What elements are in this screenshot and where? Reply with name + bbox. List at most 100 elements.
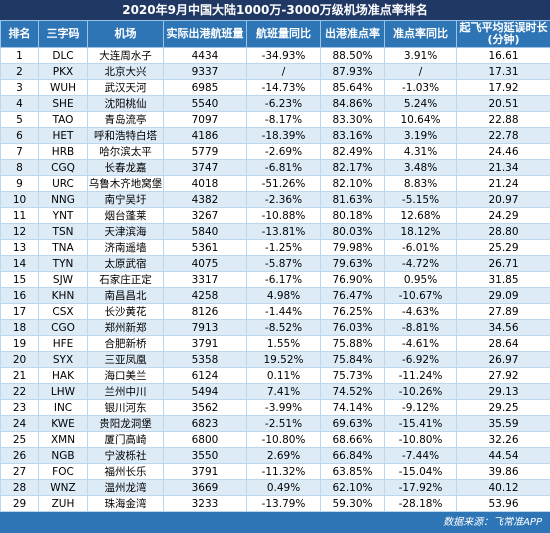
cell: 5 <box>1 112 39 128</box>
cell: 19.52% <box>247 352 321 368</box>
cell: 2 <box>1 64 39 80</box>
cell: 4382 <box>164 192 247 208</box>
cell: KWE <box>39 416 88 432</box>
cell: -2.36% <box>247 192 321 208</box>
cell: -11.32% <box>247 464 321 480</box>
cell: 3791 <box>164 336 247 352</box>
cell: 1 <box>1 48 39 64</box>
cell: SYX <box>39 352 88 368</box>
cell: YNT <box>39 208 88 224</box>
cell: -6.92% <box>385 352 457 368</box>
cell: 10.64% <box>385 112 457 128</box>
cell: 79.98% <box>321 240 385 256</box>
cell: / <box>247 64 321 80</box>
cell: 济南遥墙 <box>88 240 164 256</box>
cell: -6.01% <box>385 240 457 256</box>
cell: -10.80% <box>247 432 321 448</box>
cell: 83.16% <box>321 128 385 144</box>
cell: 2.69% <box>247 448 321 464</box>
cell: -5.15% <box>385 192 457 208</box>
cell: 76.25% <box>321 304 385 320</box>
cell: 珠海金湾 <box>88 496 164 512</box>
cell: 4018 <box>164 176 247 192</box>
cell: 39.86 <box>457 464 550 480</box>
cell: 12.68% <box>385 208 457 224</box>
cell: 76.90% <box>321 272 385 288</box>
cell: 5.24% <box>385 96 457 112</box>
header-cell: 起飞平均延误时长(分钟) <box>457 21 550 48</box>
cell: 合肥新桥 <box>88 336 164 352</box>
cell: 宁波栎社 <box>88 448 164 464</box>
header-line: (分钟) <box>457 34 550 46</box>
cell: -28.18% <box>385 496 457 512</box>
cell: 郑州新郑 <box>88 320 164 336</box>
cell: INC <box>39 400 88 416</box>
cell: 9337 <box>164 64 247 80</box>
header-cell: 排名 <box>1 21 39 48</box>
cell: 3233 <box>164 496 247 512</box>
cell: -10.88% <box>247 208 321 224</box>
cell: 9 <box>1 176 39 192</box>
cell: 29.09 <box>457 288 550 304</box>
cell: 大连周水子 <box>88 48 164 64</box>
cell: 79.63% <box>321 256 385 272</box>
cell: 75.84% <box>321 352 385 368</box>
cell: 81.63% <box>321 192 385 208</box>
cell: 银川河东 <box>88 400 164 416</box>
cell: 3.19% <box>385 128 457 144</box>
cell: 4258 <box>164 288 247 304</box>
cell: SJW <box>39 272 88 288</box>
cell: 22 <box>1 384 39 400</box>
cell: SHE <box>39 96 88 112</box>
cell: 20.51 <box>457 96 550 112</box>
cell: 85.64% <box>321 80 385 96</box>
cell: -10.67% <box>385 288 457 304</box>
cell: 天津滨海 <box>88 224 164 240</box>
cell: CGO <box>39 320 88 336</box>
cell: HAK <box>39 368 88 384</box>
cell: 75.73% <box>321 368 385 384</box>
cell: 长春龙嘉 <box>88 160 164 176</box>
cell: 22.78 <box>457 128 550 144</box>
cell: 31.85 <box>457 272 550 288</box>
cell: 14 <box>1 256 39 272</box>
cell: -7.44% <box>385 448 457 464</box>
header-cell: 航班量同比 <box>247 21 321 48</box>
cell: 28.80 <box>457 224 550 240</box>
cell: 4.98% <box>247 288 321 304</box>
cell: 59.30% <box>321 496 385 512</box>
cell: DLC <box>39 48 88 64</box>
cell: 太原武宿 <box>88 256 164 272</box>
cell: 74.14% <box>321 400 385 416</box>
cell: TSN <box>39 224 88 240</box>
cell: 7 <box>1 144 39 160</box>
cell: HRB <box>39 144 88 160</box>
cell: 17 <box>1 304 39 320</box>
cell: 海口美兰 <box>88 368 164 384</box>
cell: 17.31 <box>457 64 550 80</box>
cell: 5494 <box>164 384 247 400</box>
cell: 12 <box>1 224 39 240</box>
cell: -15.04% <box>385 464 457 480</box>
cell: 17.92 <box>457 80 550 96</box>
cell: TYN <box>39 256 88 272</box>
cell: HET <box>39 128 88 144</box>
cell: CGQ <box>39 160 88 176</box>
cell: 3747 <box>164 160 247 176</box>
cell: -1.03% <box>385 80 457 96</box>
cell: 1.55% <box>247 336 321 352</box>
cell: -6.23% <box>247 96 321 112</box>
